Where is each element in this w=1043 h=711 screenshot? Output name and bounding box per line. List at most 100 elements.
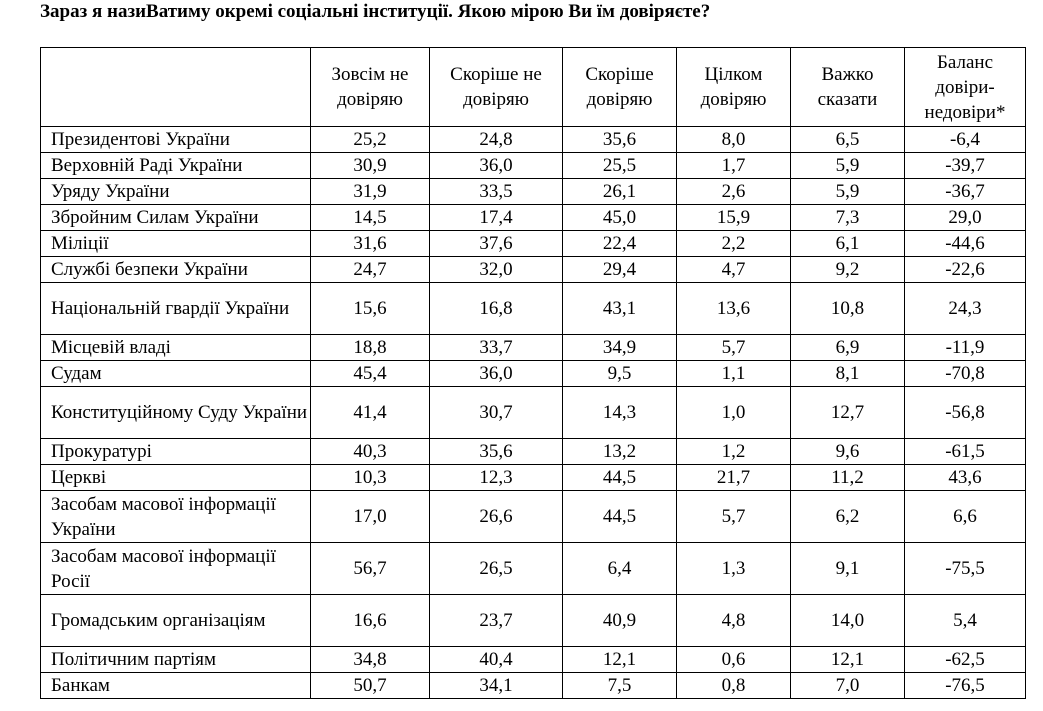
cell-rather-not-trust: 26,6 <box>429 490 563 543</box>
row-label: Прокуратурі <box>40 438 311 465</box>
table-row: Громадським організаціям 16,6 23,7 40,9 … <box>40 594 1026 647</box>
cell-rather-trust: 45,0 <box>562 204 677 231</box>
row-label: Уряду України <box>40 178 311 205</box>
cell-rather-not-trust: 23,7 <box>429 594 563 647</box>
row-label: Президентові України <box>40 126 311 153</box>
header-row: Зовсім не довіряю Скоріше не довіряю Ско… <box>40 47 1026 127</box>
cell-rather-trust: 29,4 <box>562 256 677 283</box>
cell-rather-not-trust: 12,3 <box>429 464 563 491</box>
cell-rather-not-trust: 24,8 <box>429 126 563 153</box>
cell-rather-not-trust: 33,5 <box>429 178 563 205</box>
cell-trust-balance: -44,6 <box>904 230 1026 257</box>
cell-hard-to-say: 7,3 <box>790 204 905 231</box>
cell-rather-not-trust: 33,7 <box>429 334 563 361</box>
cell-fully-trust: 5,7 <box>676 334 791 361</box>
cell-fully-trust: 5,7 <box>676 490 791 543</box>
cell-not-trust-at-all: 50,7 <box>310 672 430 699</box>
table-row: Судам 45,4 36,0 9,5 1,1 8,1 -70,8 <box>40 360 1026 387</box>
cell-trust-balance: -39,7 <box>904 152 1026 179</box>
cell-fully-trust: 1,1 <box>676 360 791 387</box>
cell-rather-trust: 14,3 <box>562 386 677 439</box>
table-row: Верховній Раді України 30,9 36,0 25,5 1,… <box>40 152 1026 179</box>
cell-not-trust-at-all: 15,6 <box>310 282 430 335</box>
cell-not-trust-at-all: 45,4 <box>310 360 430 387</box>
cell-fully-trust: 8,0 <box>676 126 791 153</box>
cell-trust-balance: 29,0 <box>904 204 1026 231</box>
cell-trust-balance: -76,5 <box>904 672 1026 699</box>
table-row: Церкві 10,3 12,3 44,5 21,7 11,2 43,6 <box>40 464 1026 491</box>
table-row: Службі безпеки України 24,7 32,0 29,4 4,… <box>40 256 1026 283</box>
cell-not-trust-at-all: 41,4 <box>310 386 430 439</box>
cell-fully-trust: 2,6 <box>676 178 791 205</box>
cell-hard-to-say: 6,1 <box>790 230 905 257</box>
cell-trust-balance: -6,4 <box>904 126 1026 153</box>
cell-rather-not-trust: 17,4 <box>429 204 563 231</box>
cell-trust-balance: -11,9 <box>904 334 1026 361</box>
header-hard-to-say: Важко сказати <box>790 47 905 127</box>
cell-not-trust-at-all: 25,2 <box>310 126 430 153</box>
header-trust-balance: Баланс довіри-недовіри* <box>904 47 1026 127</box>
header-institution <box>40 47 311 127</box>
cell-rather-trust: 34,9 <box>562 334 677 361</box>
table-row: Президентові України 25,2 24,8 35,6 8,0 … <box>40 126 1026 153</box>
cell-rather-not-trust: 35,6 <box>429 438 563 465</box>
cell-trust-balance: -70,8 <box>904 360 1026 387</box>
cell-fully-trust: 0,6 <box>676 646 791 673</box>
cell-trust-balance: -22,6 <box>904 256 1026 283</box>
cell-rather-trust: 6,4 <box>562 542 677 595</box>
cell-rather-not-trust: 26,5 <box>429 542 563 595</box>
cell-not-trust-at-all: 14,5 <box>310 204 430 231</box>
header-rather-not-trust: Скоріше не довіряю <box>429 47 563 127</box>
cell-hard-to-say: 9,6 <box>790 438 905 465</box>
cell-fully-trust: 4,8 <box>676 594 791 647</box>
cell-rather-trust: 7,5 <box>562 672 677 699</box>
cell-trust-balance: 24,3 <box>904 282 1026 335</box>
table-row: Засобам масової інформації України 17,0 … <box>40 490 1026 543</box>
table-row: Міліції 31,6 37,6 22,4 2,2 6,1 -44,6 <box>40 230 1026 257</box>
row-label: Засобам масової інформації Росії <box>40 542 311 595</box>
row-label: Службі безпеки України <box>40 256 311 283</box>
cell-rather-not-trust: 30,7 <box>429 386 563 439</box>
cell-rather-trust: 40,9 <box>562 594 677 647</box>
table-row: Прокуратурі 40,3 35,6 13,2 1,2 9,6 -61,5 <box>40 438 1026 465</box>
cell-hard-to-say: 11,2 <box>790 464 905 491</box>
table-row: Банкам 50,7 34,1 7,5 0,8 7,0 -76,5 <box>40 672 1026 699</box>
cell-trust-balance: -61,5 <box>904 438 1026 465</box>
cell-hard-to-say: 9,2 <box>790 256 905 283</box>
cell-rather-trust: 25,5 <box>562 152 677 179</box>
cell-not-trust-at-all: 18,8 <box>310 334 430 361</box>
header-fully-trust: Цілком довіряю <box>676 47 791 127</box>
cell-trust-balance: 43,6 <box>904 464 1026 491</box>
page-title: Зараз я назиВатиму окремі соціальні інст… <box>40 1 711 22</box>
cell-hard-to-say: 10,8 <box>790 282 905 335</box>
cell-rather-not-trust: 34,1 <box>429 672 563 699</box>
trust-table: Зовсім не довіряю Скоріше не довіряю Ско… <box>40 47 1026 699</box>
cell-rather-not-trust: 16,8 <box>429 282 563 335</box>
cell-hard-to-say: 5,9 <box>790 152 905 179</box>
cell-hard-to-say: 7,0 <box>790 672 905 699</box>
cell-not-trust-at-all: 31,9 <box>310 178 430 205</box>
row-label: Банкам <box>40 672 311 699</box>
cell-not-trust-at-all: 34,8 <box>310 646 430 673</box>
row-label: Судам <box>40 360 311 387</box>
cell-rather-trust: 44,5 <box>562 464 677 491</box>
cell-not-trust-at-all: 56,7 <box>310 542 430 595</box>
table-row: Конституційному Суду України 41,4 30,7 1… <box>40 386 1026 439</box>
cell-rather-not-trust: 37,6 <box>429 230 563 257</box>
row-label: Національній гвардії України <box>40 282 311 335</box>
header-not-trust-at-all: Зовсім не довіряю <box>310 47 430 127</box>
table-row: Засобам масової інформації Росії 56,7 26… <box>40 542 1026 595</box>
row-label: Місцевій владі <box>40 334 311 361</box>
cell-hard-to-say: 12,1 <box>790 646 905 673</box>
cell-not-trust-at-all: 31,6 <box>310 230 430 257</box>
cell-fully-trust: 4,7 <box>676 256 791 283</box>
cell-rather-trust: 22,4 <box>562 230 677 257</box>
cell-fully-trust: 1,0 <box>676 386 791 439</box>
cell-rather-trust: 26,1 <box>562 178 677 205</box>
cell-hard-to-say: 6,2 <box>790 490 905 543</box>
cell-rather-trust: 35,6 <box>562 126 677 153</box>
row-label: Конституційному Суду України <box>40 386 311 439</box>
cell-fully-trust: 1,3 <box>676 542 791 595</box>
cell-rather-not-trust: 36,0 <box>429 360 563 387</box>
cell-fully-trust: 2,2 <box>676 230 791 257</box>
